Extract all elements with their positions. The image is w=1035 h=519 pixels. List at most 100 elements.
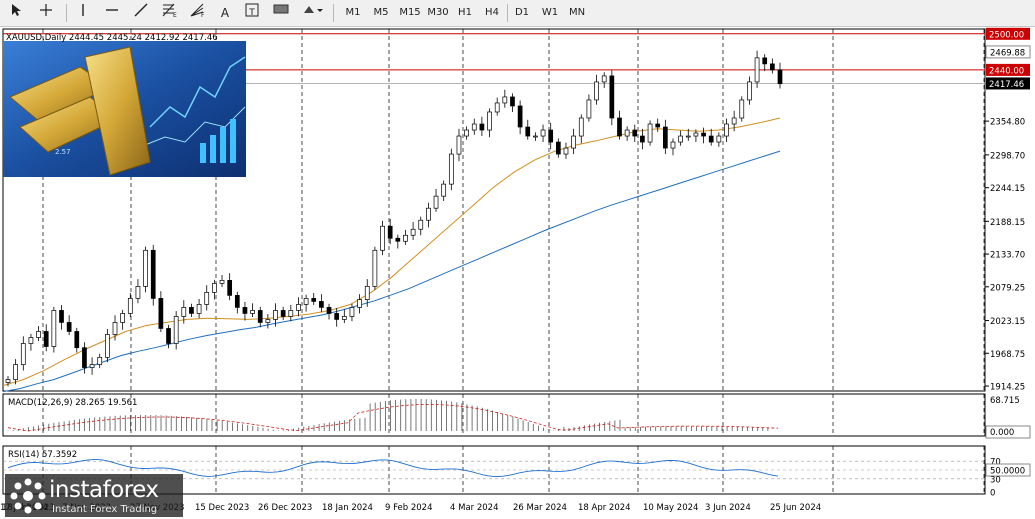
macd-label: MACD(12,26,9) 28.265 19.561	[8, 398, 137, 408]
timeframe-m15[interactable]: M15	[399, 7, 421, 18]
timeframe-m30[interactable]: M30	[427, 7, 449, 18]
candle-body	[617, 117, 622, 137]
high-price-tag	[985, 45, 1031, 59]
candle-body	[387, 225, 393, 239]
candle-body	[265, 319, 271, 323]
candle-body	[418, 219, 424, 230]
candle-body	[448, 153, 454, 185]
candle-body	[303, 298, 309, 305]
timeframe-mn[interactable]: MN	[568, 7, 586, 18]
price-axis-label: 2133.70	[990, 251, 1025, 261]
fibo-fan-icon[interactable]: F	[188, 3, 208, 23]
candle-body	[701, 132, 706, 137]
text-icon[interactable]: A	[220, 6, 230, 20]
candle-body	[724, 123, 729, 137]
candle-body	[747, 81, 752, 101]
timeframe-d1[interactable]: D1	[514, 7, 530, 18]
candle-body	[563, 147, 569, 155]
logo-subtitle: Instant Forex Trading	[52, 504, 158, 515]
current-price-tag	[986, 77, 1030, 90]
logo-text: instaforex	[49, 477, 159, 503]
candle-body	[525, 126, 531, 137]
candle-body	[234, 295, 240, 308]
price-axis-label: 1968.75	[990, 350, 1025, 360]
timeframe-m1[interactable]: M1	[345, 7, 361, 18]
timeframe-m5[interactable]: M5	[373, 7, 389, 18]
fibonacci-icon[interactable]: E	[160, 3, 180, 23]
date-axis-label: 25 Jun 2024	[770, 503, 821, 513]
chart-title: XAUUSD,Daily 2444.45 2445.24 2412.92 241…	[6, 33, 218, 43]
candle-body	[120, 313, 126, 323]
candle-body	[540, 129, 546, 137]
svg-text:F: F	[201, 12, 205, 17]
timeframe-h1[interactable]: H1	[458, 7, 472, 18]
level-price-label: 2440.00	[989, 66, 1024, 76]
candle-body	[319, 301, 324, 308]
candle-body	[502, 96, 508, 104]
candle-body	[143, 249, 148, 287]
candle-body	[678, 135, 683, 143]
candle-body	[494, 102, 500, 113]
candle-body	[548, 129, 554, 143]
candle-body	[510, 96, 515, 107]
chart-grid	[2, 28, 986, 495]
candle-body	[433, 195, 439, 209]
timeframe-h4[interactable]: H4	[485, 7, 499, 18]
candle-body	[487, 111, 492, 131]
candle-body	[640, 135, 645, 143]
candle-body	[571, 135, 576, 149]
trendline-icon[interactable]	[131, 3, 151, 23]
date-axis-label: 10 May 2024	[643, 503, 698, 513]
instaforex-logo: instaforex Instant Forex Trading	[5, 474, 183, 517]
candle-body	[257, 310, 263, 323]
candle-body	[601, 75, 607, 83]
candle-body	[242, 307, 248, 314]
candle-body	[708, 135, 714, 143]
shapes-dropdown-icon[interactable]	[300, 3, 326, 23]
date-axis-label: 4 Mar 2024	[450, 503, 498, 513]
text-label-icon[interactable]	[243, 3, 261, 23]
candle-body	[456, 135, 462, 155]
date-axis-label: 15 Dec 2023	[195, 503, 249, 513]
date-axis-label: 3 Jun 2024	[705, 503, 751, 513]
timeframe-w1[interactable]: W1	[541, 7, 559, 18]
candle-body	[311, 298, 317, 302]
price-chart[interactable]: 2500.00 2440.00 2.57 XAUUSD,Daily 2444.45…	[0, 27, 1035, 519]
macd-axis-label: 0.000	[990, 428, 1014, 438]
candle-body	[227, 280, 233, 296]
candle-body	[150, 249, 156, 299]
candle-body	[357, 299, 362, 308]
price-axis-label: 2023.15	[990, 317, 1025, 327]
date-axis-label: 18 Jan 2024	[322, 503, 373, 513]
cursor-icon[interactable]	[6, 3, 26, 23]
candle-body	[74, 331, 80, 349]
candle-body	[181, 307, 187, 317]
vertical-line-icon[interactable]	[74, 3, 92, 23]
candle-body	[36, 331, 41, 338]
candle-body	[288, 310, 294, 317]
candle-body	[196, 304, 202, 314]
candle-body	[517, 105, 523, 128]
price-axis-label: 2469.88	[990, 48, 1025, 58]
rectangle-icon[interactable]	[271, 3, 291, 23]
candle-body	[586, 99, 592, 119]
macd-panel: MACD(12,26,9) 28.265 19.561 68.715 0.000	[7, 396, 1031, 439]
rsi-axis-label: 0	[990, 489, 995, 499]
date-axis-label: 26 Dec 2023	[258, 503, 312, 513]
rsi-axis-label: 30	[990, 475, 1001, 485]
rsi-line	[7, 459, 779, 477]
toolbar-separator	[66, 4, 67, 22]
candle-body	[731, 117, 737, 125]
candle-body	[670, 141, 676, 149]
rsi-axis-label: 50.0000	[990, 467, 1025, 477]
candle-body	[204, 292, 210, 305]
candle-body	[326, 307, 332, 314]
current-price-label: 2417.46	[989, 80, 1024, 90]
candle-body	[372, 249, 378, 287]
horizontal-line-icon[interactable]	[102, 3, 122, 23]
crosshair-icon[interactable]	[36, 3, 56, 23]
candle-body	[441, 183, 447, 197]
price-axis-label: 2188.15	[990, 218, 1025, 228]
price-axis-label: 1914.25	[990, 383, 1025, 393]
